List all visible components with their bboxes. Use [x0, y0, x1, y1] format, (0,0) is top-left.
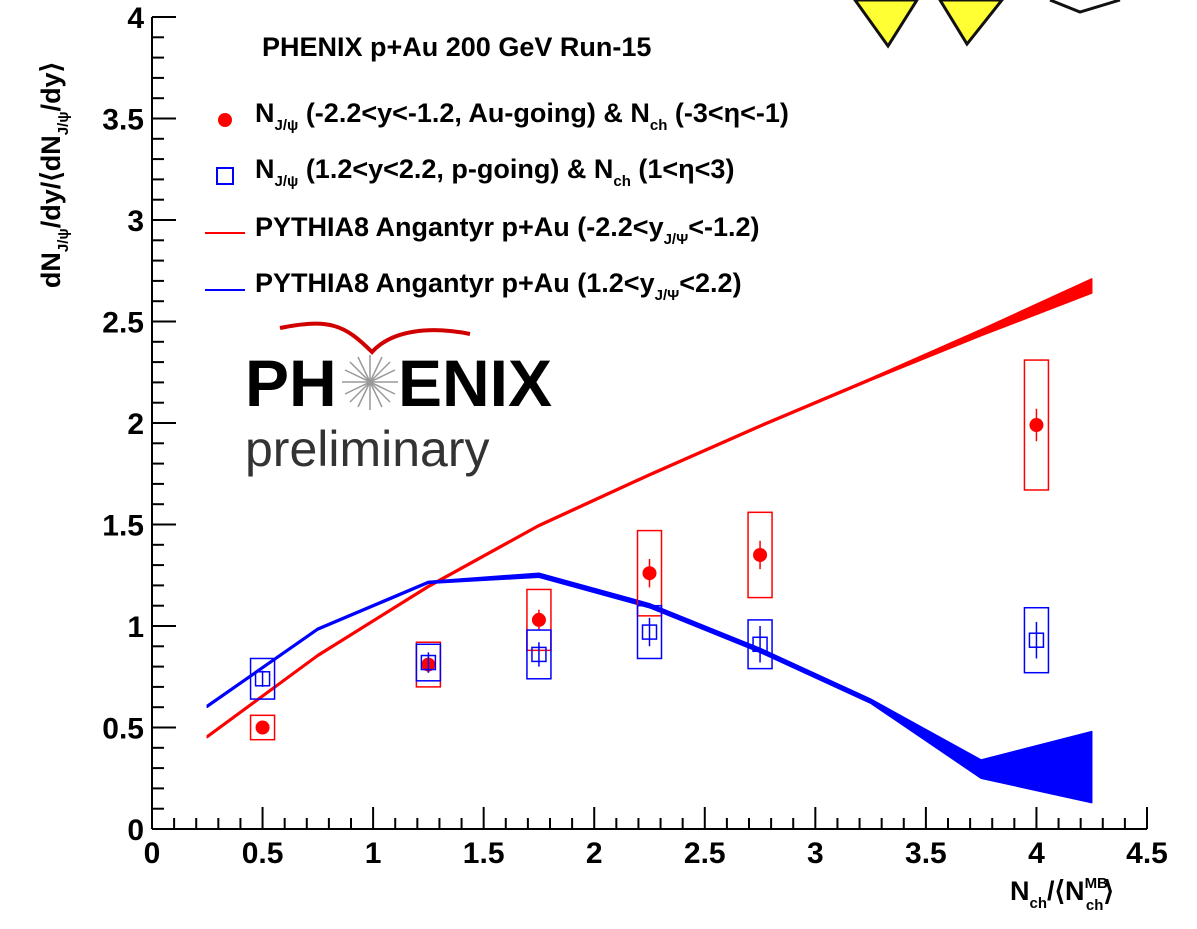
sys-error-box [1023, 606, 1050, 674]
x-tick-label: 1.5 [463, 837, 505, 870]
y-tick-label: 0.5 [102, 713, 144, 746]
model-band [206, 278, 1093, 739]
logo-text-left: PH [245, 346, 337, 420]
data-point [641, 624, 658, 640]
data-point [1028, 632, 1045, 648]
y-tick-label: 4 [127, 2, 144, 35]
x-tick-label: 3 [807, 837, 824, 870]
data-point [255, 720, 270, 735]
y-tick-label: 1 [127, 611, 144, 644]
data-points [249, 359, 1050, 741]
legend-marker-blue-points [216, 167, 234, 185]
data-point [531, 612, 546, 627]
y-tick-label: 3.5 [102, 104, 144, 137]
data-point [642, 566, 657, 581]
data-point [753, 547, 768, 562]
y-tick-label: 2 [127, 408, 144, 441]
x-tick-label: 0 [144, 837, 161, 870]
x-tick-label: 3.5 [905, 837, 947, 870]
sys-error-box [415, 643, 442, 682]
sys-error-box [249, 657, 276, 700]
x-tick-label: 4 [1028, 837, 1045, 870]
svg-text:dNJ/ψ/dy/⟨dNJ/ψ/dy⟩: dNJ/ψ/dy/⟨dNJ/ψ/dy⟩ [36, 62, 72, 288]
model-bands [206, 278, 1093, 804]
legend-marker-red-points [218, 113, 232, 127]
logo-text-right: ENIX [398, 346, 552, 420]
chart-title: PHENIX p+Au 200 GeV Run-15 [262, 32, 651, 62]
sys-error-box [636, 604, 663, 660]
y-tick-label: 1.5 [102, 510, 144, 543]
y-ticks: 0 0.5 1 1.5 2 2.5 3 3.5 4 [102, 2, 176, 847]
x-tick-label: 4.5 [1126, 837, 1168, 870]
preliminary-text: preliminary [245, 421, 490, 477]
sys-error-box [249, 714, 276, 741]
data-point [420, 654, 437, 671]
phenix-logo: PH ENIX preliminary [245, 321, 552, 477]
x-tick-label: 1 [365, 837, 382, 870]
legend-label-red-points: NJ/ψ (-2.2<y<-1.2, Au-going) & Nch (-3<η… [255, 98, 789, 134]
data-point [752, 636, 768, 653]
sys-error-box [636, 529, 663, 617]
data-point [531, 646, 547, 663]
sys-error-box [1023, 359, 1050, 491]
legend-label-blue-band: PYTHIA8 Angantyr p+Au (1.2<yJ/Ψ<2.2) [255, 268, 742, 304]
data-point [1029, 418, 1044, 433]
y-tick-label: 2.5 [102, 307, 144, 340]
x-axis-title: Nch/⟨NMB ch⟩ [1010, 875, 1114, 914]
model-band [206, 572, 1093, 804]
y-axis-title: dNJ/ψ/dy/⟨dNJ/ψ/dy⟩ [36, 62, 72, 288]
legend: PHENIX p+Au 200 GeV Run-15 NJ/ψ (-2.2<y<… [205, 32, 789, 304]
y-tick-label: 3 [127, 205, 144, 238]
data-point [254, 671, 271, 687]
legend-label-red-band: PYTHIA8 Angantyr p+Au (-2.2<yJ/Ψ<-1.2) [255, 212, 760, 248]
sys-error-box [747, 511, 773, 599]
banner-decoration [853, 0, 1121, 49]
legend-label-blue-points: NJ/ψ (1.2<y<2.2, p-going) & Nch (1<η<3) [255, 154, 734, 190]
x-ticks: 0 0.5 1 1.5 2 2.5 3 3.5 4 4.5 [144, 807, 1168, 870]
y-tick-label: 0 [127, 814, 144, 847]
x-tick-label: 2 [586, 837, 603, 870]
logo-starburst [342, 355, 398, 410]
x-tick-label: 0.5 [242, 837, 284, 870]
sys-error-box [526, 629, 552, 680]
sys-error-box [747, 619, 773, 670]
x-tick-label: 2.5 [684, 837, 726, 870]
